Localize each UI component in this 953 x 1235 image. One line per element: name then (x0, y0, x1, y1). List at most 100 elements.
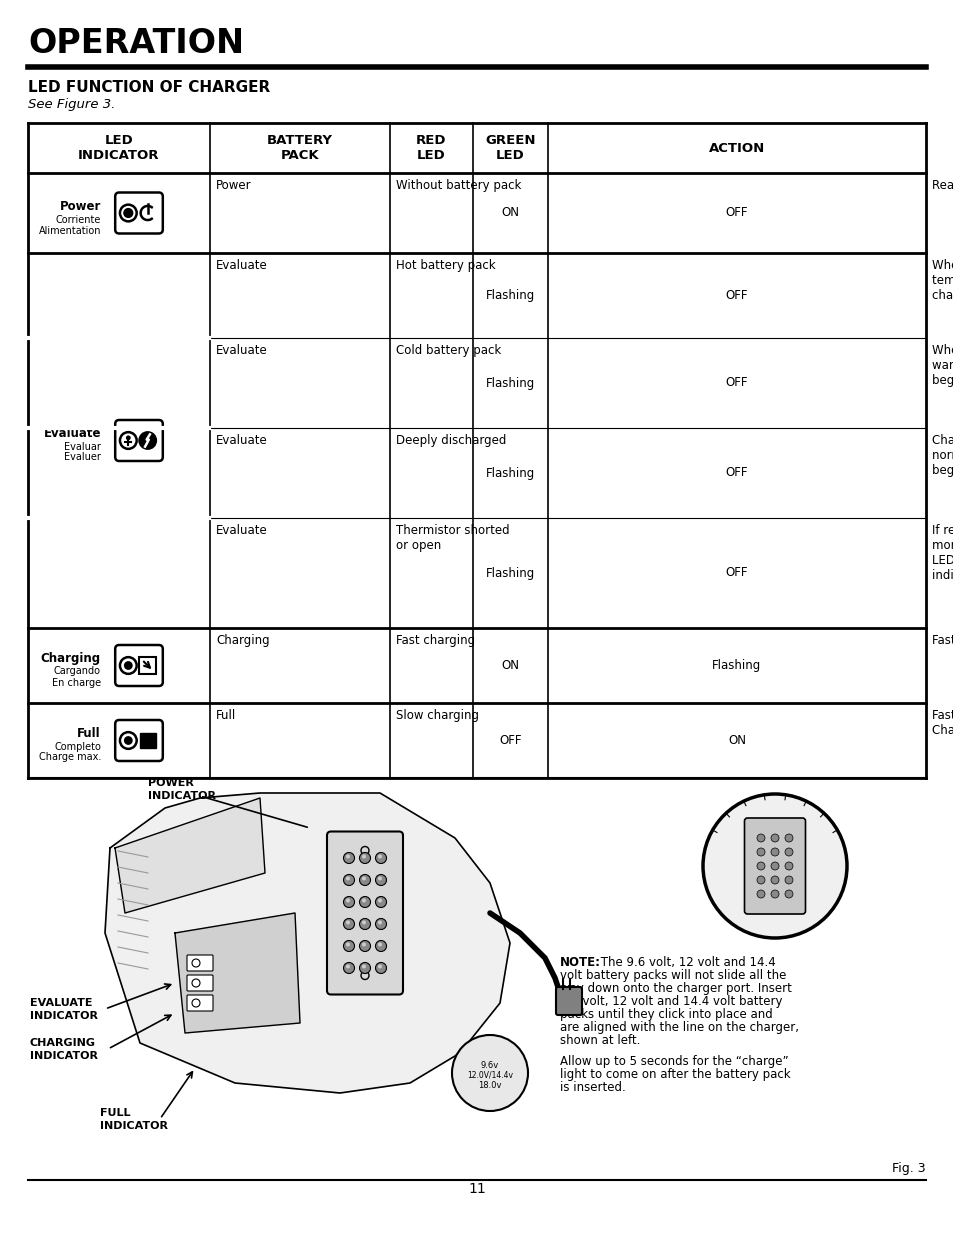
Text: INDICATOR: INDICATOR (100, 1121, 168, 1131)
Circle shape (346, 899, 350, 903)
Text: INDICATOR: INDICATOR (30, 1051, 98, 1061)
FancyBboxPatch shape (187, 955, 213, 971)
Text: Full: Full (215, 709, 236, 722)
Text: Cold battery pack: Cold battery pack (395, 345, 500, 357)
Circle shape (784, 834, 792, 842)
Text: OFF: OFF (725, 567, 747, 579)
Text: Fig. 3: Fig. 3 (891, 1162, 925, 1174)
Circle shape (784, 890, 792, 898)
Circle shape (359, 962, 370, 973)
Text: Charger pre-charges battery until
normal voltage is reached, then
begins fast ch: Charger pre-charges battery until normal… (931, 433, 953, 477)
Text: EVALUATE: EVALUATE (30, 998, 92, 1008)
Text: Completo: Completo (54, 741, 101, 752)
FancyBboxPatch shape (327, 831, 402, 994)
Bar (139, 657, 156, 674)
Circle shape (361, 920, 366, 925)
Circle shape (757, 834, 764, 842)
Text: Fast charging: Fast charging (395, 634, 475, 647)
Text: Power: Power (215, 179, 252, 191)
Circle shape (124, 209, 132, 217)
Text: CHARGING: CHARGING (30, 1037, 96, 1049)
Text: OFF: OFF (725, 206, 747, 220)
Text: En charge: En charge (51, 678, 101, 688)
Circle shape (361, 942, 366, 946)
Circle shape (757, 848, 764, 856)
Circle shape (377, 877, 381, 881)
Circle shape (377, 920, 381, 925)
Circle shape (452, 1035, 527, 1112)
Text: If red LED continues flashing for
more than 90 minutes, and green
LED remains of: If red LED continues flashing for more t… (931, 524, 953, 582)
Circle shape (343, 852, 355, 863)
Circle shape (346, 965, 350, 968)
Text: Fast charging is complete.
Charger maintains charge mode.: Fast charging is complete. Charger maint… (931, 709, 953, 737)
Text: When battery pack reaches
warmed temperature, charger
begins fast charge mode: When battery pack reaches warmed tempera… (931, 345, 953, 387)
Text: 11: 11 (468, 1182, 485, 1195)
Text: BATTERY
PACK: BATTERY PACK (267, 135, 333, 162)
Text: packs until they click into place and: packs until they click into place and (559, 1008, 772, 1021)
Text: shown at left.: shown at left. (559, 1034, 639, 1047)
Circle shape (375, 919, 386, 930)
Circle shape (361, 899, 366, 903)
Circle shape (377, 965, 381, 968)
Text: Charge max.: Charge max. (38, 752, 101, 762)
Circle shape (343, 962, 355, 973)
Polygon shape (115, 798, 265, 913)
Text: OFF: OFF (725, 467, 747, 479)
Circle shape (377, 942, 381, 946)
Circle shape (375, 874, 386, 885)
Text: OPERATION: OPERATION (28, 27, 244, 61)
Circle shape (361, 855, 366, 858)
Circle shape (346, 855, 350, 858)
Circle shape (359, 897, 370, 908)
Circle shape (346, 942, 350, 946)
FancyBboxPatch shape (187, 974, 213, 990)
Circle shape (359, 941, 370, 951)
Circle shape (343, 919, 355, 930)
Circle shape (359, 852, 370, 863)
Text: FULL: FULL (100, 1108, 131, 1118)
Text: 18.0v: 18.0v (477, 1081, 501, 1089)
Text: Charging: Charging (215, 634, 270, 647)
Text: Charging: Charging (41, 652, 101, 664)
FancyBboxPatch shape (115, 420, 163, 461)
Text: Flashing: Flashing (712, 659, 760, 672)
Text: Flashing: Flashing (485, 567, 535, 579)
Circle shape (375, 962, 386, 973)
Text: 12.0V/14.4v: 12.0V/14.4v (467, 1071, 513, 1079)
Circle shape (361, 965, 366, 968)
Text: OFF: OFF (725, 289, 747, 303)
Text: OFF: OFF (498, 734, 521, 747)
Circle shape (126, 436, 131, 441)
FancyBboxPatch shape (187, 995, 213, 1011)
Bar (140, 732, 155, 748)
Circle shape (757, 890, 764, 898)
Text: Evaluar: Evaluar (64, 441, 101, 452)
Circle shape (361, 877, 366, 881)
Circle shape (770, 890, 779, 898)
Circle shape (346, 877, 350, 881)
Text: Evaluate: Evaluate (215, 259, 268, 272)
Circle shape (377, 899, 381, 903)
Text: LED
INDICATOR: LED INDICATOR (78, 135, 159, 162)
FancyBboxPatch shape (556, 987, 581, 1015)
Text: Alimentation: Alimentation (38, 226, 101, 236)
Polygon shape (105, 793, 510, 1093)
Circle shape (770, 862, 779, 869)
Text: See Figure 3.: See Figure 3. (28, 98, 115, 111)
Text: The 9.6 volt, 12 volt and 14.4: The 9.6 volt, 12 volt and 14.4 (597, 956, 775, 969)
Text: are aligned with the line on the charger,: are aligned with the line on the charger… (559, 1021, 799, 1034)
Circle shape (375, 941, 386, 951)
Text: Ready to charge battery pack: Ready to charge battery pack (931, 179, 953, 191)
Circle shape (343, 897, 355, 908)
Circle shape (784, 848, 792, 856)
FancyBboxPatch shape (115, 645, 163, 685)
Circle shape (124, 661, 132, 669)
Circle shape (139, 432, 156, 448)
FancyBboxPatch shape (115, 193, 163, 233)
Circle shape (375, 852, 386, 863)
Circle shape (377, 855, 381, 858)
Text: Evaluer: Evaluer (64, 452, 101, 462)
Circle shape (124, 736, 132, 745)
Circle shape (343, 874, 355, 885)
Circle shape (359, 874, 370, 885)
